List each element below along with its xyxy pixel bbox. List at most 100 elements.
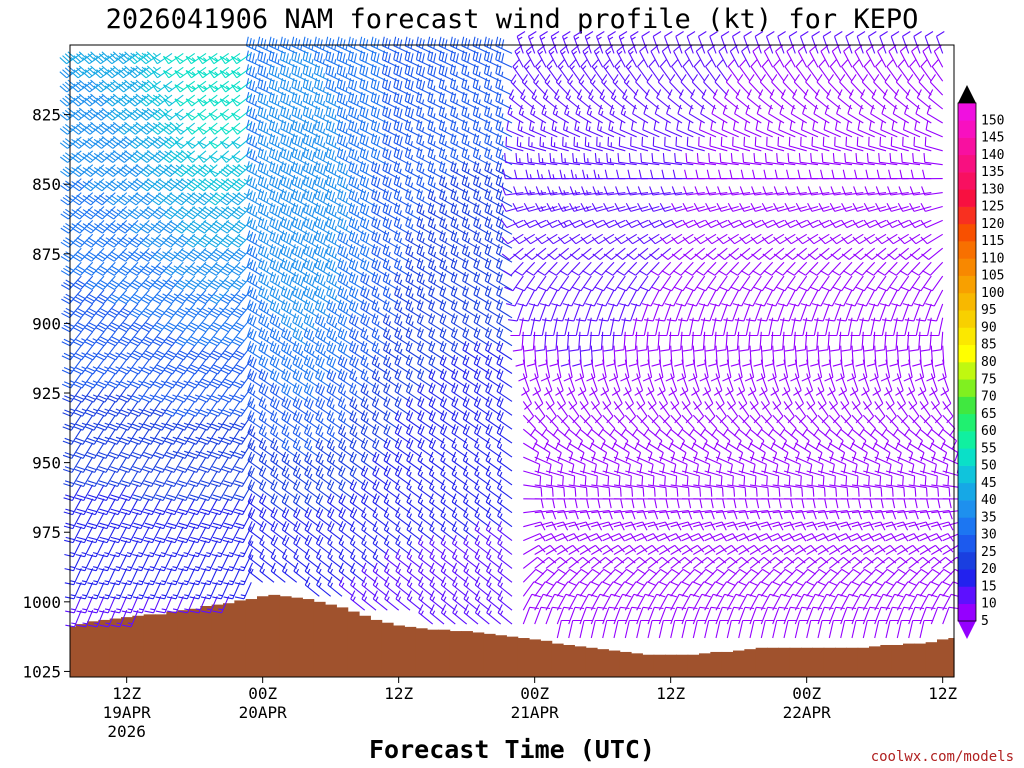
wind-barb xyxy=(646,317,660,337)
wind-barb xyxy=(132,554,150,572)
wind-barb xyxy=(314,202,331,221)
wind-barb xyxy=(802,303,819,322)
wind-barb xyxy=(741,44,751,68)
wind-barb xyxy=(729,261,751,276)
wind-barb xyxy=(485,465,502,486)
wind-barb xyxy=(885,544,909,555)
wind-barb xyxy=(496,271,513,291)
wind-barb xyxy=(750,202,773,212)
wind-barb xyxy=(185,66,207,79)
wind-barb xyxy=(815,373,825,396)
wind-barb xyxy=(404,78,422,96)
wind-barb xyxy=(291,64,309,82)
wind-barb xyxy=(793,74,808,96)
wind-barb xyxy=(818,331,830,352)
wind-barb xyxy=(473,230,490,249)
wind-barb xyxy=(314,174,331,194)
colorbar-frame xyxy=(957,102,977,622)
wind-barb xyxy=(185,247,207,262)
wind-barb xyxy=(438,50,456,68)
wind-barb xyxy=(790,359,800,382)
wind-barb xyxy=(174,247,196,262)
wind-barb xyxy=(461,202,479,221)
wind-barb xyxy=(812,120,830,138)
wind-barb xyxy=(427,258,445,277)
wind-barb xyxy=(931,456,949,474)
wind-barb xyxy=(650,261,672,276)
wind-barb xyxy=(740,261,762,276)
wind-barb xyxy=(810,153,830,166)
wind-barb xyxy=(693,498,714,509)
wind-barb xyxy=(109,526,128,544)
wind-barb xyxy=(151,303,173,319)
wind-barb xyxy=(210,442,230,459)
wind-barb xyxy=(794,414,808,437)
wind-barb xyxy=(61,331,82,347)
wind-barb xyxy=(451,507,468,528)
wind-barb xyxy=(657,317,672,337)
wind-barb xyxy=(86,540,105,558)
wind-barb xyxy=(60,220,82,234)
wind-barb xyxy=(62,401,82,417)
wind-barb xyxy=(150,164,173,178)
wind-barb xyxy=(87,582,105,600)
terrain-column xyxy=(302,599,315,677)
wind-barb xyxy=(87,609,105,628)
wind-barb xyxy=(141,401,162,417)
wind-barb xyxy=(220,150,241,163)
wind-barb xyxy=(738,606,755,625)
wind-barb xyxy=(627,44,638,68)
wind-barb xyxy=(862,568,884,583)
wind-barb xyxy=(862,606,879,625)
wind-barb xyxy=(786,261,808,276)
wind-barb xyxy=(359,119,377,138)
wind-barb xyxy=(637,202,660,212)
wind-barb xyxy=(874,619,888,639)
wind-barb xyxy=(257,216,275,235)
wind-barb xyxy=(268,133,286,152)
wind-barb xyxy=(483,91,501,110)
wind-barb xyxy=(573,289,592,307)
wind-barb xyxy=(222,512,241,530)
wind-barb xyxy=(121,596,139,614)
wind-barb xyxy=(269,382,286,402)
wind-barb xyxy=(501,202,524,212)
wind-barb xyxy=(473,313,490,333)
wind-barb xyxy=(370,174,388,194)
wind-barb xyxy=(155,554,173,572)
wind-barb xyxy=(461,230,479,249)
wind-barb xyxy=(908,387,918,410)
wind-barb xyxy=(557,233,581,245)
wind-barb xyxy=(186,373,207,389)
colorbar-label: 100 xyxy=(981,286,1004,301)
wind-barb xyxy=(361,548,377,569)
wind-barb xyxy=(548,44,558,68)
wind-barb xyxy=(636,568,658,583)
wind-barb xyxy=(923,275,944,292)
wind-barb xyxy=(886,59,898,82)
wind-barb xyxy=(685,275,706,292)
wind-barb xyxy=(372,521,388,542)
wind-barb xyxy=(139,164,162,178)
wind-barb xyxy=(174,80,196,93)
wind-barb xyxy=(163,66,184,79)
credit-link[interactable]: coolwx.com/models xyxy=(871,749,1014,765)
wind-barb xyxy=(281,396,298,416)
wind-barb xyxy=(231,289,252,305)
wind-barb xyxy=(371,244,388,263)
wind-barb xyxy=(782,317,796,337)
wind-barb xyxy=(869,359,879,382)
wind-barb xyxy=(892,104,909,124)
wind-barb xyxy=(715,428,731,450)
wind-barb xyxy=(292,341,309,361)
wind-barb xyxy=(303,244,320,263)
wind-barb xyxy=(416,119,433,138)
wind-barb xyxy=(795,202,819,212)
wind-barb xyxy=(721,289,740,307)
colorbar-swatch xyxy=(958,292,976,311)
wind-barb xyxy=(484,341,501,361)
wind-barb xyxy=(219,52,241,65)
wind-barb xyxy=(726,568,748,583)
wind-barb xyxy=(117,247,139,262)
wind-barb xyxy=(417,493,434,514)
